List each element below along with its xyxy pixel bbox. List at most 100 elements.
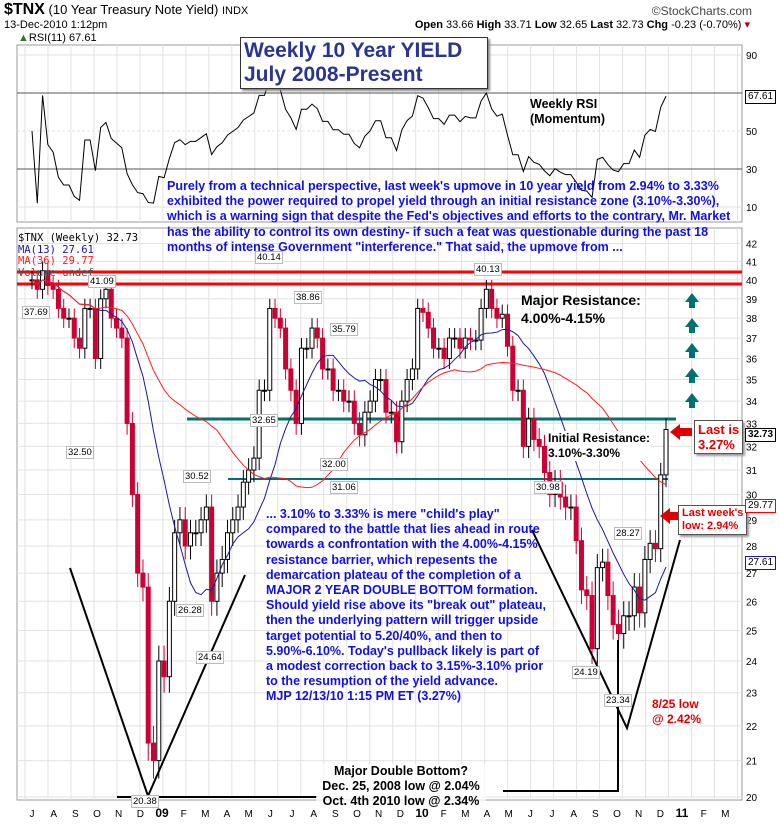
y-tick-label: 25 [746, 627, 758, 638]
x-tick-label: 09 [155, 806, 169, 820]
last-value: 32.73 [616, 19, 644, 31]
x-tick-label: F [441, 809, 447, 820]
candle-body [536, 438, 542, 447]
candle-body [341, 389, 347, 402]
double-bottom-note: Major Double Bottom? Dec. 25, 2008 low @… [316, 764, 486, 809]
candle-body [610, 595, 616, 626]
x-tick-label: A [570, 809, 577, 820]
last-week-line1: Last week's [682, 507, 744, 519]
commentary-bottom-text: ... 3.10% to 3.33% is mere "child's play… [266, 507, 546, 689]
candle-body [388, 411, 394, 414]
ma36-line [31, 279, 667, 489]
rsi-tick-label: 50 [746, 127, 758, 138]
low-note-line2: @ 2.42% [652, 712, 702, 726]
open-label: Open [414, 19, 443, 31]
candle-body [203, 506, 209, 521]
candle-body [520, 389, 526, 447]
y-tick-label: 34 [746, 397, 758, 408]
candle-body [314, 327, 320, 339]
price-label: 32.65 [250, 414, 278, 427]
last-is-callout: Last is 3.27% [694, 420, 744, 454]
x-tick-label: M [721, 809, 729, 820]
candle-body [304, 347, 310, 350]
candle-body [478, 307, 484, 341]
y-tick-label: 32 [746, 442, 758, 453]
candle-body [77, 337, 83, 349]
candle-body [198, 519, 204, 534]
candle-body [425, 311, 431, 329]
symbol-name: (10 Year Treasury Note Yield) [48, 2, 219, 17]
candle-body [663, 429, 669, 476]
double-bottom-line2: Dec. 25, 2008 low @ 2.04% [322, 779, 480, 793]
x-tick-label: D [657, 809, 664, 820]
down-arrow-icon: ▾ [744, 19, 750, 31]
x-tick-label: J [268, 809, 273, 820]
candle-body [615, 624, 621, 635]
y-tick-label: 36 [746, 355, 758, 366]
candle-body [637, 586, 643, 614]
candle-body [457, 337, 463, 349]
double-bottom-v-right [531, 529, 681, 731]
candle-body [600, 561, 606, 569]
x-tick-label: J [30, 809, 35, 820]
candle-body [92, 307, 98, 360]
candle-body [446, 337, 452, 360]
candle-body [346, 400, 352, 403]
last-label: Last [590, 19, 613, 31]
x-tick-label: O [353, 809, 361, 820]
candle-body [219, 558, 225, 574]
chg-value: -0.23 (-0.70%) [671, 19, 742, 31]
price-label: 37.69 [22, 306, 50, 319]
candle-body [277, 317, 283, 329]
candle-body [298, 347, 304, 424]
candle-body [573, 506, 579, 542]
y-tick-label: 39 [746, 295, 758, 306]
candle-body [140, 572, 146, 588]
major-resistance-line1: Major Resistance: [521, 292, 641, 308]
y-tick-label: 40 [746, 276, 758, 287]
candle-body [224, 532, 230, 560]
x-tick-label: J [528, 809, 533, 820]
candle-body [631, 586, 637, 617]
candle-body [251, 457, 257, 471]
legend-ma36: MA(36) 29.77 [18, 255, 94, 267]
candle-body [621, 615, 627, 635]
y-tick-label: 41 [746, 257, 758, 268]
x-tick-label: M [461, 809, 469, 820]
candle-body [372, 379, 378, 402]
candle-body [589, 595, 595, 650]
last-week-callout: Last week's low: 2.94% [678, 505, 748, 535]
x-tick-label: J [290, 809, 295, 820]
y-tick-label: 21 [746, 757, 758, 768]
candle-body [124, 337, 130, 424]
high-value: 33.71 [504, 19, 532, 31]
candle-body [330, 368, 336, 391]
candle-body [510, 345, 516, 391]
legend-volume: Volume undef [18, 266, 94, 279]
price-label: 24.64 [196, 651, 224, 664]
y-tick-label: 42 [746, 240, 758, 251]
candle-body [87, 307, 93, 310]
rsi-tick-label: 10 [746, 203, 758, 214]
title-line2: July 2008-Present [244, 63, 423, 86]
y-tick-label: 27 [746, 569, 758, 580]
title-line1: Weekly 10 Year YIELD [244, 39, 463, 62]
y-tick-label: 33 [746, 419, 758, 430]
candle-body [383, 379, 389, 413]
candle-body [151, 742, 157, 762]
price-label: 40.13 [474, 263, 502, 276]
low-value: 32.65 [559, 19, 588, 31]
double-bottom-line1: Major Double Bottom? [333, 764, 468, 778]
candle-body [325, 368, 331, 371]
price-label: 30.52 [183, 470, 211, 483]
x-tick-label: J [550, 809, 555, 820]
ma13-badge: 27.61 [745, 556, 777, 570]
price-label: 28.27 [614, 527, 642, 540]
commentary-bottom: ... 3.10% to 3.33% is mere "child's play… [266, 507, 546, 705]
high-label: High [476, 19, 502, 31]
y-tick-label: 24 [746, 657, 758, 668]
y-tick-label: 31 [746, 466, 758, 477]
candle-body [66, 317, 72, 320]
candle-body [166, 600, 172, 678]
candle-body [594, 567, 600, 650]
